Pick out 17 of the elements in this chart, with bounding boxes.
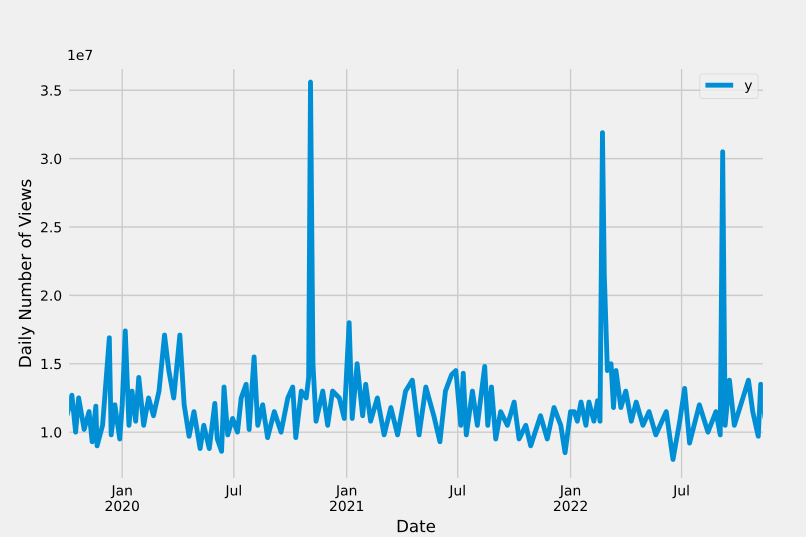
x-axis-title: Date: [398, 520, 436, 532]
x-tick-label: Jul: [448, 484, 465, 498]
x-tick-label: Jan 2021: [330, 485, 364, 512]
y-axis-title: Daily Number of Views: [18, 180, 34, 367]
y-tick-label: 3.5: [41, 85, 61, 96]
y-tick-label: 3.0: [41, 154, 62, 164]
legend-label: y: [744, 82, 752, 93]
line-series: [67, 80, 765, 462]
text: 1e7: [68, 50, 92, 60]
y-tick-label: 1.5: [42, 358, 61, 370]
x-tick-label: Jan 2022: [554, 485, 587, 512]
x-tick-label: Jan 2020: [106, 485, 139, 512]
y-tick-label: 2.5: [41, 222, 61, 232]
y-tick-label: 1.0: [42, 427, 62, 438]
y-tick-label: 2.0: [41, 290, 62, 301]
x-tick-label: Jul: [672, 484, 689, 498]
x-tick-label: Jul: [224, 484, 241, 498]
